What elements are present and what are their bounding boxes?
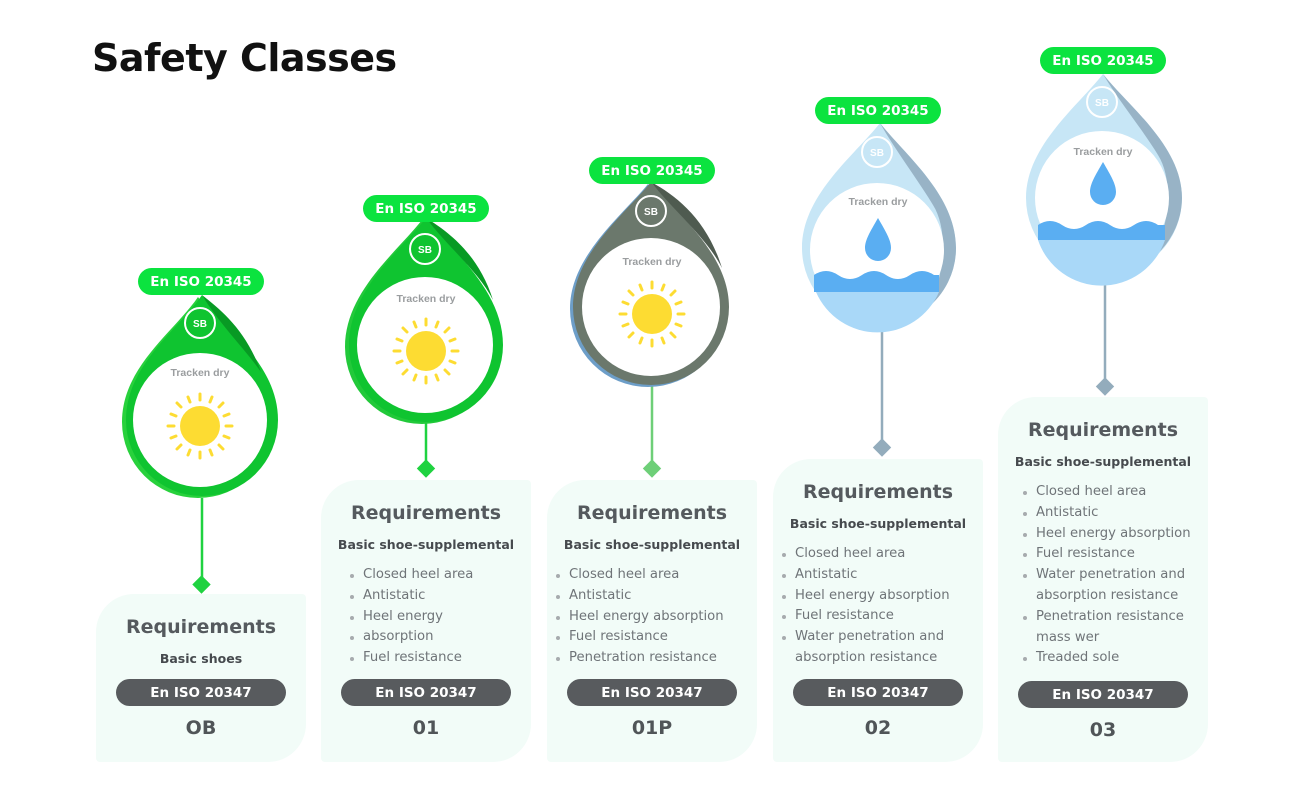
list-item: Antistatic bbox=[553, 586, 739, 607]
condition-label: Tracken dry bbox=[849, 196, 908, 208]
list-item: Closed heel area bbox=[779, 544, 965, 565]
list-item: Penetration resistance bbox=[1020, 607, 1206, 628]
requirements-card: Requirements Basic shoe-supplemental Clo… bbox=[998, 397, 1208, 762]
requirements-subheading: Basic shoe-supplemental bbox=[563, 537, 741, 552]
norm-pill: En ISO 20347 bbox=[567, 679, 737, 706]
list-item: Fuel resistance bbox=[553, 627, 739, 648]
list-item: absorption bbox=[347, 627, 533, 648]
requirements-subheading: Basic shoe-supplemental bbox=[1014, 454, 1192, 469]
standard-pill: En ISO 20345 bbox=[589, 157, 715, 184]
class-code: 03 bbox=[1089, 719, 1117, 741]
requirements-subheading: Basic shoe-supplemental bbox=[789, 516, 967, 531]
wave-icon bbox=[814, 271, 939, 292]
requirements-list: Closed heel area Antistatic Heel energy … bbox=[1020, 482, 1206, 669]
sb-badge-ring bbox=[635, 195, 667, 227]
class-column-ob: SB Tracken dry En ISO 20345 Requirements… bbox=[96, 0, 306, 792]
list-item: Fuel resistance bbox=[1020, 544, 1206, 565]
list-item: Heel energy absorption bbox=[553, 607, 739, 628]
sb-badge-text: SB bbox=[644, 207, 658, 218]
condition-label: Tracken dry bbox=[1074, 146, 1133, 158]
sb-badge-ring bbox=[861, 136, 893, 168]
list-item: Treaded sole bbox=[1020, 648, 1206, 669]
norm-pill: En ISO 20347 bbox=[341, 679, 511, 706]
list-item: Fuel resistance bbox=[779, 606, 965, 627]
class-column-01p: SB Tracken dry En ISO 20345 Requirements… bbox=[547, 0, 757, 792]
standard-pill: En ISO 20345 bbox=[1040, 47, 1166, 74]
wave-icon bbox=[1038, 221, 1165, 240]
requirements-subheading: Basic shoes bbox=[159, 651, 243, 666]
drop-graphic: SB Tracken dry bbox=[1026, 74, 1182, 396]
list-item: Antistatic bbox=[779, 565, 965, 586]
list-item: Heel energy absorption bbox=[1020, 524, 1206, 545]
standard-pill: En ISO 20345 bbox=[138, 268, 264, 295]
list-item: Heel energy bbox=[347, 607, 533, 628]
sb-badge-text: SB bbox=[418, 245, 432, 256]
list-item: Closed heel area bbox=[1020, 482, 1206, 503]
list-item: absorption resistance bbox=[1036, 587, 1179, 603]
requirements-heading: Requirements bbox=[125, 616, 276, 638]
list-item: Antistatic bbox=[1020, 503, 1206, 524]
class-code: 02 bbox=[864, 717, 892, 739]
requirements-card: Requirements Basic shoe-supplemental Clo… bbox=[547, 480, 757, 762]
standard-pill: En ISO 20345 bbox=[363, 195, 489, 222]
list-item: Heel energy absorption bbox=[779, 586, 965, 607]
sun-icon bbox=[166, 392, 234, 460]
class-code: 01P bbox=[631, 717, 673, 739]
list-item: absorption resistance bbox=[795, 649, 938, 665]
list-item: Closed heel area bbox=[553, 565, 739, 586]
condition-label: Tracken dry bbox=[623, 256, 682, 268]
class-column-01: SB Tracken dry En ISO 20345 Requirements… bbox=[321, 0, 531, 792]
requirements-heading: Requirements bbox=[576, 502, 727, 524]
sb-badge-text: SB bbox=[870, 148, 884, 159]
drop-graphic: SB Tracken dry bbox=[345, 218, 503, 478]
water-drop-icon bbox=[1090, 162, 1116, 205]
norm-pill: En ISO 20347 bbox=[1018, 681, 1188, 708]
list-item: Penetration resistance bbox=[553, 648, 739, 669]
requirements-subheading: Basic shoe-supplemental bbox=[337, 537, 515, 552]
standard-pill: En ISO 20345 bbox=[815, 97, 941, 124]
requirements-card: Requirements Basic shoes En ISO 20347 OB bbox=[96, 594, 306, 762]
list-item: Fuel resistance bbox=[347, 648, 533, 669]
list-item: mass wer bbox=[1036, 629, 1100, 645]
condition-label: Tracken dry bbox=[397, 293, 456, 305]
requirements-card: Requirements Basic shoe-supplemental Clo… bbox=[321, 480, 531, 762]
drop-graphic: SB Tracken dry bbox=[122, 295, 278, 594]
sb-badge-ring bbox=[409, 233, 441, 265]
requirements-card: Requirements Basic shoe-supplemental Clo… bbox=[773, 459, 983, 762]
drop-graphic: SB Tracken dry bbox=[802, 123, 956, 457]
requirements-heading: Requirements bbox=[1027, 419, 1178, 441]
class-column-03: SB Tracken dry En ISO 20345 Requirements… bbox=[998, 0, 1208, 792]
norm-pill: En ISO 20347 bbox=[116, 679, 286, 706]
list-item: Antistatic bbox=[347, 586, 533, 607]
requirements-list: Closed heel area Antistatic Heel energy … bbox=[779, 544, 965, 669]
sb-badge-text: SB bbox=[193, 319, 207, 330]
condition-label: Tracken dry bbox=[171, 367, 230, 379]
class-column-02: SB Tracken dry En ISO 20345 Requirements… bbox=[773, 0, 983, 792]
sb-badge-ring bbox=[184, 307, 216, 339]
norm-pill: En ISO 20347 bbox=[793, 679, 963, 706]
class-code: OB bbox=[185, 717, 217, 739]
drop-graphic: SB Tracken dry bbox=[570, 182, 729, 478]
sun-icon bbox=[618, 280, 686, 348]
sb-badge-ring bbox=[1086, 86, 1118, 118]
requirements-list: Closed heel area Antistatic Heel energy … bbox=[347, 565, 533, 669]
requirements-heading: Requirements bbox=[350, 502, 501, 524]
list-item: Closed heel area bbox=[347, 565, 533, 586]
requirements-heading: Requirements bbox=[802, 481, 953, 503]
list-item: Water penetration and bbox=[779, 627, 965, 648]
requirements-list: Closed heel area Antistatic Heel energy … bbox=[553, 565, 739, 669]
page-title: Safety Classes bbox=[92, 36, 397, 80]
sun-icon bbox=[392, 317, 460, 385]
water-drop-icon bbox=[865, 218, 891, 261]
class-code: 01 bbox=[412, 717, 440, 739]
sb-badge-text: SB bbox=[1095, 98, 1109, 109]
list-item: Water penetration and bbox=[1020, 565, 1206, 586]
